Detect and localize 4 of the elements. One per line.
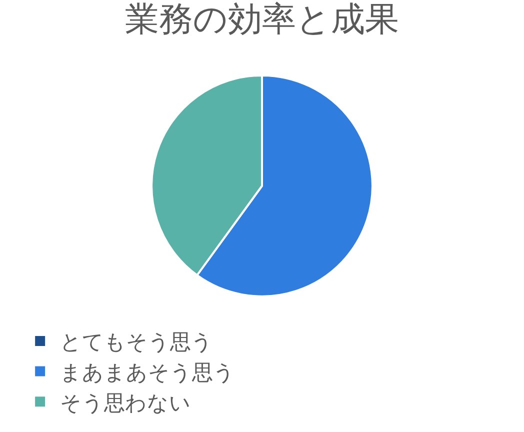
legend-label: そう思わない — [60, 390, 192, 415]
chart-title: 業務の効率と成果 — [125, 0, 399, 40]
legend-label: まあまあそう思う — [60, 360, 236, 384]
legend-label: とてもそう思う — [60, 330, 214, 354]
